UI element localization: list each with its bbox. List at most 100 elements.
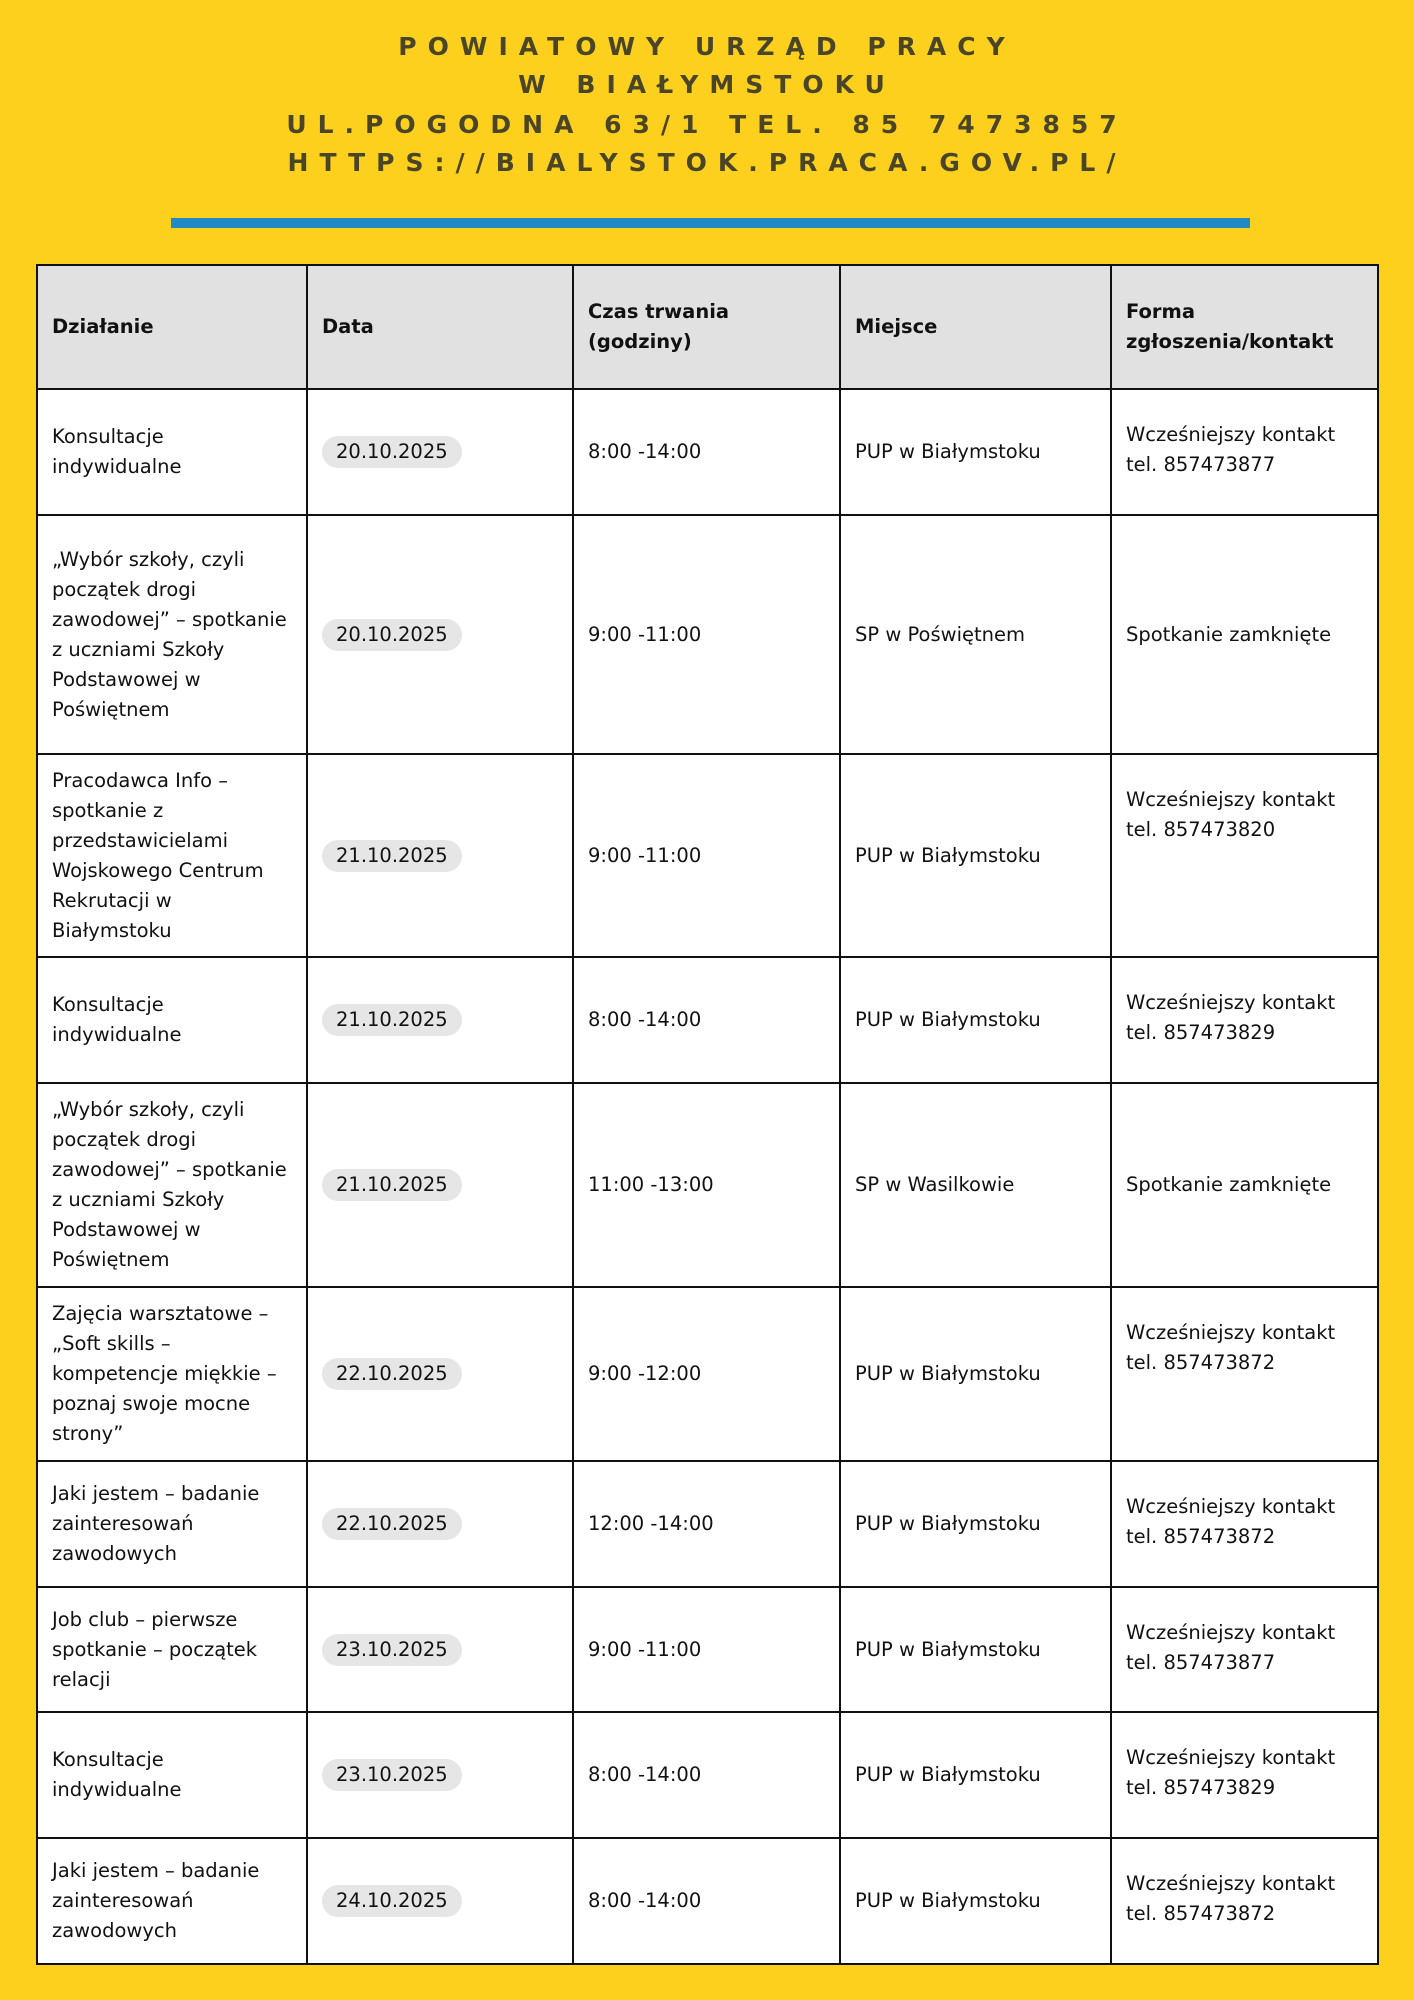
schedule-table: Działanie Data Czas trwania (godziny) Mi… [36,264,1379,1965]
cell-date: 23.10.2025 [306,1711,574,1839]
column-header-date: Data [306,264,574,390]
date-badge: 24.10.2025 [322,1885,462,1917]
cell-place: SP w Poświętnem [839,514,1112,755]
cell-contact-text: Wcześniejszy kontakt tel. 857473877 [1126,1621,1336,1674]
table-row: „Wybór szkoły, czyli początek drogi zawo… [36,1082,1379,1288]
cell-contact-text: Wcześniejszy kontakt tel. 857473877 [1126,423,1336,476]
cell-action-text: Zajęcia warsztatowe – „Soft skills – kom… [52,1302,277,1445]
date-badge: 22.10.2025 [322,1358,462,1390]
cell-place: PUP w Białymstoku [839,956,1112,1084]
cell-date: 23.10.2025 [306,1586,574,1713]
cell-place-text: PUP w Białymstoku [855,440,1041,463]
cell-action: Jaki jestem – badanie zainteresowań zawo… [36,1460,308,1588]
date-badge: 20.10.2025 [322,618,462,651]
cell-duration-text: 12:00 -14:00 [588,1512,714,1535]
date-badge: 21.10.2025 [322,1169,462,1201]
header-line-address: UL.POGODNA 63/1 TEL. 85 7473857 [286,110,1128,139]
cell-place-text: SP w Poświętnem [855,622,1025,646]
table-row: Pracodawca Info – spotkanie z przedstawi… [36,753,1379,958]
cell-contact-text: Wcześniejszy kontakt tel. 857473872 [1126,1495,1336,1548]
cell-place-text: PUP w Białymstoku [855,1512,1041,1535]
cell-action: Jaki jestem – badanie zainteresowań zawo… [36,1837,308,1965]
cell-action-text: Konsultacje indywidualne [52,425,182,478]
table-row: Konsultacje indywidualne 23.10.2025 8:00 -… [36,1711,1379,1839]
cell-date: 22.10.2025 [306,1286,574,1462]
cell-place-text: PUP w Białymstoku [855,1362,1041,1385]
cell-duration: 12:00 -14:00 [572,1460,841,1588]
table-row: Konsultacje indywidualne 21.10.2025 8:00 -… [36,956,1379,1084]
cell-duration: 8:00 -14:00 [572,956,841,1084]
cell-action: Konsultacje indywidualne [36,956,308,1084]
cell-place-text: PUP w Białymstoku [855,1008,1041,1031]
cell-place-text: PUP w Białymstoku [855,1637,1041,1661]
cell-place: SP w Wasilkowie [839,1082,1112,1288]
cell-action-text: Jaki jestem – badanie zainteresowań zawo… [52,1482,260,1565]
cell-action: Konsultacje indywidualne [36,1711,308,1839]
cell-action-text: „Wybór szkoły, czyli początek drogi zawo… [52,547,287,721]
cell-contact-text: Wcześniejszy kontakt tel. 857473829 [1126,991,1336,1044]
cell-place-text: PUP w Białymstoku [855,843,1041,867]
cell-duration-text: 8:00 -14:00 [588,1889,702,1912]
cell-date: 20.10.2025 [306,388,574,516]
cell-place-text: SP w Wasilkowie [855,1173,1015,1196]
table-row: Konsultacje indywidualne 20.10.2025 8:00 -… [36,388,1379,516]
cell-duration-text: 9:00 -11:00 [588,843,702,867]
cell-duration-text: 9:00 -11:00 [588,1637,702,1661]
cell-contact: Wcześniejszy kontakt tel. 857473829 [1110,1711,1379,1839]
cell-action-text: „Wybór szkoły, czyli początek drogi zawo… [52,1098,287,1271]
cell-contact: Wcześniejszy kontakt tel. 857473872 [1110,1286,1379,1462]
cell-action-text: Pracodawca Info – spotkanie z przedstawi… [52,768,264,942]
cell-contact: Wcześniejszy kontakt tel. 857473872 [1110,1460,1379,1588]
date-badge: 23.10.2025 [322,1759,462,1791]
table-row: „Wybór szkoły, czyli początek drogi zawo… [36,514,1379,755]
cell-action: „Wybór szkoły, czyli początek drogi zawo… [36,514,308,755]
cell-place: PUP w Białymstoku [839,753,1112,958]
cell-duration: 9:00 -11:00 [572,1586,841,1713]
cell-duration: 9:00 -11:00 [572,514,841,755]
cell-contact: Wcześniejszy kontakt tel. 857473820 [1110,753,1379,958]
cell-place: PUP w Białymstoku [839,1837,1112,1965]
cell-action: Job club – pierwsze spotkanie – początek… [36,1586,308,1713]
cell-duration-text: 8:00 -14:00 [588,1008,702,1031]
column-header-place: Miejsce [839,264,1112,390]
cell-date: 24.10.2025 [306,1837,574,1965]
cell-contact-text: Wcześniejszy kontakt tel. 857473829 [1126,1746,1336,1799]
cell-duration: 9:00 -11:00 [572,753,841,958]
date-badge: 22.10.2025 [322,1508,462,1540]
cell-contact-text: Wcześniejszy kontakt tel. 857473872 [1126,1321,1336,1374]
column-header-duration: Czas trwania (godziny) [572,264,841,390]
cell-date: 21.10.2025 [306,753,574,958]
table-row: Jaki jestem – badanie zainteresowań zawo… [36,1460,1379,1588]
table-row: Zajęcia warsztatowe – „Soft skills – kom… [36,1286,1379,1462]
cell-place-text: PUP w Białymstoku [855,1889,1041,1912]
cell-duration-text: 11:00 -13:00 [588,1173,714,1196]
table-row: Job club – pierwsze spotkanie – początek… [36,1586,1379,1713]
cell-contact-text: Wcześniejszy kontakt tel. 857473872 [1126,1872,1336,1925]
cell-contact: Spotkanie zamknięte [1110,514,1379,755]
cell-action: Zajęcia warsztatowe – „Soft skills – kom… [36,1286,308,1462]
cell-duration-text: 8:00 -14:00 [588,440,702,463]
cell-date: 20.10.2025 [306,514,574,755]
cell-duration: 11:00 -13:00 [572,1082,841,1288]
cell-place: PUP w Białymstoku [839,1286,1112,1462]
column-header-contact: Forma zgłoszenia/kontakt [1110,264,1379,390]
cell-duration: 9:00 -12:00 [572,1286,841,1462]
cell-place: PUP w Białymstoku [839,1711,1112,1839]
cell-contact: Wcześniejszy kontakt tel. 857473872 [1110,1837,1379,1965]
cell-duration: 8:00 -14:00 [572,1837,841,1965]
cell-contact: Spotkanie zamknięte [1110,1082,1379,1288]
cell-contact-text: Wcześniejszy kontakt tel. 857473820 [1126,788,1336,841]
date-badge: 20.10.2025 [322,436,462,468]
header-line-office: POWIATOWY URZĄD PRACY [398,32,1016,61]
column-header-action: Działanie [36,264,308,390]
cell-action: Konsultacje indywidualne [36,388,308,516]
cell-date: 22.10.2025 [306,1460,574,1588]
cell-date: 21.10.2025 [306,1082,574,1288]
cell-contact-text: Spotkanie zamknięte [1126,622,1332,646]
cell-action-text: Job club – pierwsze spotkanie – początek… [52,1607,258,1691]
cell-contact: Wcześniejszy kontakt tel. 857473877 [1110,388,1379,516]
cell-action: Pracodawca Info – spotkanie z przedstawi… [36,753,308,958]
cell-place: PUP w Białymstoku [839,1460,1112,1588]
table-header-row: Działanie Data Czas trwania (godziny) Mi… [36,264,1379,390]
divider-bar [171,218,1250,228]
